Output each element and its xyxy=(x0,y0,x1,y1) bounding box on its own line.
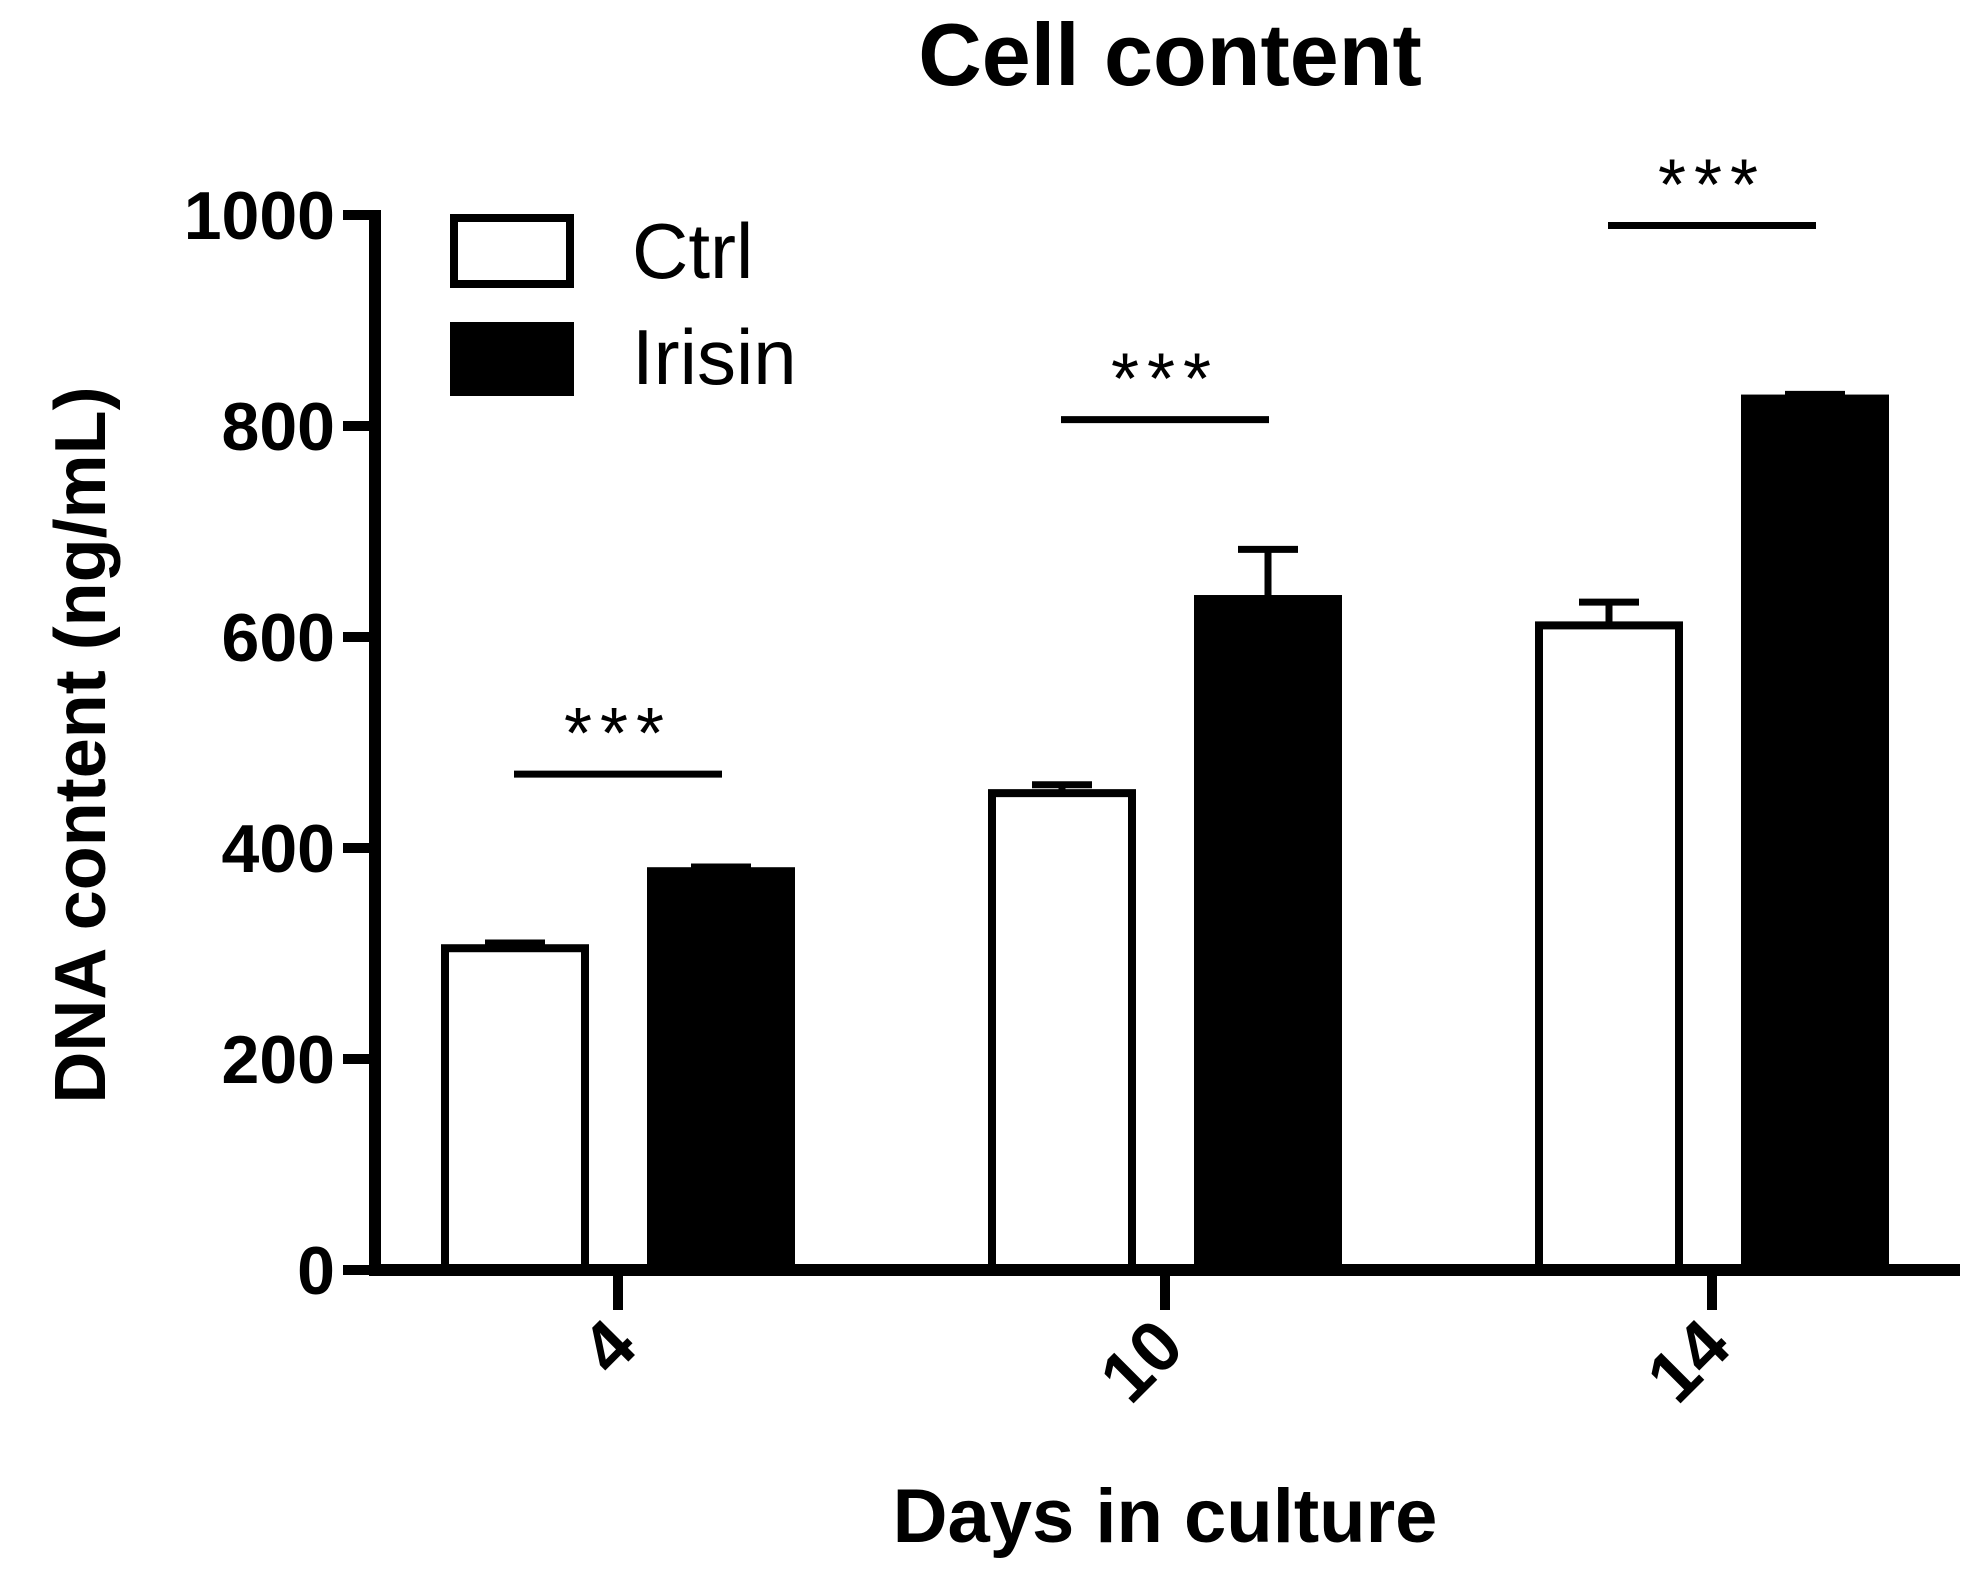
bar-irisin-14 xyxy=(1741,394,1889,1274)
bar-ctrl-4 xyxy=(441,944,589,1274)
y-tick-label-600: 600 xyxy=(222,600,335,676)
chart-title: Cell content xyxy=(918,5,1422,104)
legend: Ctrl Irisin xyxy=(450,207,797,401)
x-axis-label: Days in culture xyxy=(893,1474,1438,1559)
x-axis-ticks: 4 10 14 xyxy=(566,1270,1745,1418)
y-tick-label-800: 800 xyxy=(222,389,335,465)
legend-label-ctrl: Ctrl xyxy=(632,207,753,295)
bar-irisin-4 xyxy=(647,867,795,1275)
legend-label-irisin: Irisin xyxy=(632,313,797,401)
error-bars-layer xyxy=(485,390,1845,949)
y-tick-label-400: 400 xyxy=(222,811,335,887)
significance-stars-4: *** xyxy=(564,694,672,774)
significance-stars-10: *** xyxy=(1111,340,1219,420)
y-tick-label-200: 200 xyxy=(222,1022,335,1098)
x-tick-label-14: 14 xyxy=(1632,1305,1745,1418)
significance-annotations: *** *** *** xyxy=(514,146,1816,778)
y-tick-label-0: 0 xyxy=(297,1233,335,1309)
x-tick-label-4: 4 xyxy=(566,1305,651,1390)
y-axis-ticks: 0 200 400 600 800 1000 xyxy=(184,178,375,1309)
bars-layer xyxy=(441,394,1889,1275)
x-tick-label-10: 10 xyxy=(1085,1305,1198,1418)
y-tick-label-1000: 1000 xyxy=(184,178,335,254)
bar-ctrl-14 xyxy=(1535,621,1683,1274)
legend-swatch-ctrl xyxy=(450,214,574,288)
bar-ctrl-10 xyxy=(988,789,1136,1274)
legend-swatch-irisin xyxy=(450,322,574,396)
bar-irisin-10 xyxy=(1194,595,1342,1274)
significance-stars-14: *** xyxy=(1658,146,1766,226)
y-axis-label: DNA content (ng/mL) xyxy=(41,386,121,1103)
